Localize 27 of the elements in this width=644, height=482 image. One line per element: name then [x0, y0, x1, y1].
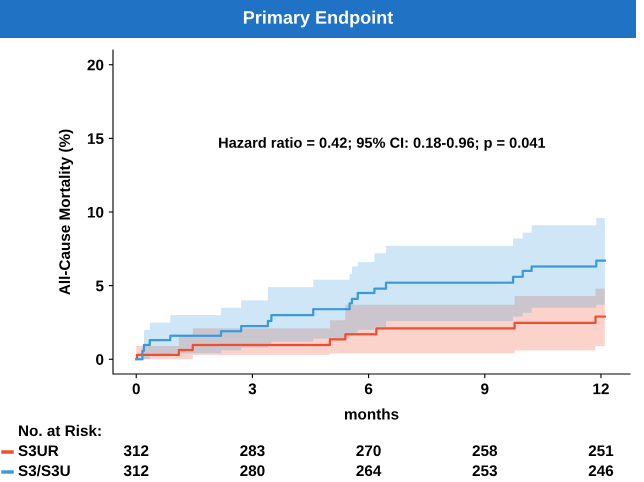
text: 312 — [124, 445, 148, 456]
text: 270 — [356, 445, 381, 456]
y-tick-label: 15 — [88, 133, 104, 144]
x-tick-label: 12 — [593, 383, 609, 394]
y-tick-label: 0 — [96, 354, 104, 365]
text: 258 — [472, 445, 498, 456]
text: No. at Risk: — [19, 424, 101, 436]
y-tick-label: 20 — [88, 60, 104, 70]
text: 253 — [472, 465, 497, 476]
text: 280 — [240, 465, 265, 476]
annotation: Hazard ratio = 0.42; 95% CI: 0.18-0.96; p = 0.041 — [219, 137, 546, 151]
text: 251 — [588, 445, 614, 456]
text: 312 — [124, 465, 148, 476]
text: 283 — [240, 445, 265, 456]
text: 264 — [356, 465, 382, 476]
y-tick-label: 10 — [88, 206, 104, 218]
x-tick-label: 6 — [364, 383, 372, 394]
x-tick-label: 0 — [132, 383, 140, 394]
legend-label: S3/S3U — [18, 464, 70, 476]
x-tick-label: 3 — [248, 383, 256, 394]
y-axis-title: All-Cause Mortality (%) — [58, 130, 74, 295]
chart-title: Primary Endpoint — [244, 10, 394, 28]
x-axis-title: months — [344, 408, 398, 420]
y-tick-label: 5 — [96, 280, 104, 292]
x-tick-label: 9 — [481, 383, 488, 394]
text: 246 — [588, 465, 614, 476]
legend-label: S3UR — [18, 445, 58, 456]
